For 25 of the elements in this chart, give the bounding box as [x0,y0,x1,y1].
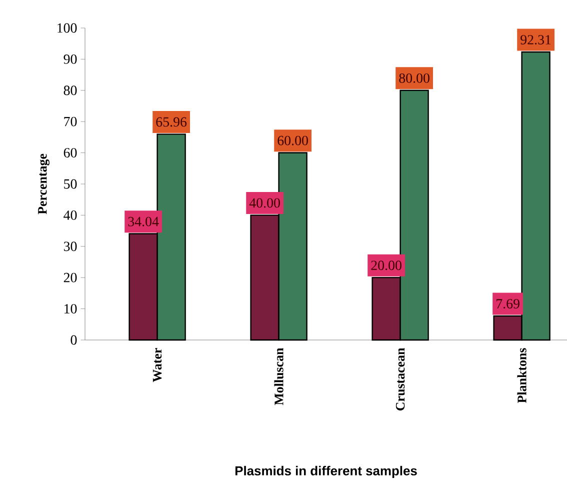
y-tick-label: 70 [64,116,77,126]
y-tick-label: 60 [64,148,77,158]
y-tick-label: 100 [58,23,77,33]
x-axis-title: Plasmids in different samples [235,466,417,478]
y-tick-label: 50 [64,179,77,189]
y-tick-label: 30 [64,242,77,252]
x-tick-label: Water [152,348,162,382]
x-tick-label: Crustacean [396,348,405,410]
y-tick-label: 40 [64,210,77,220]
y-tick-label: 20 [64,272,77,282]
y-tick-label: 90 [64,54,77,64]
data-label: 65.96 [156,117,187,127]
y-tick-label: 10 [64,304,77,314]
x-tick-label: Molluscan [274,348,284,406]
data-label: 92.31 [520,35,551,45]
y-tick-label: 0 [70,335,77,345]
data-label: 20.00 [371,260,402,270]
x-tick-label: Planktons [517,348,526,403]
data-label: 7.69 [496,299,520,309]
data-label: 60.00 [278,136,308,146]
data-label: 80.00 [399,73,430,83]
y-tick-label: 80 [64,86,77,96]
data-label: 34.04 [128,216,159,226]
y-axis-title: Percentage [38,154,50,214]
data-label: 40.00 [249,198,280,208]
